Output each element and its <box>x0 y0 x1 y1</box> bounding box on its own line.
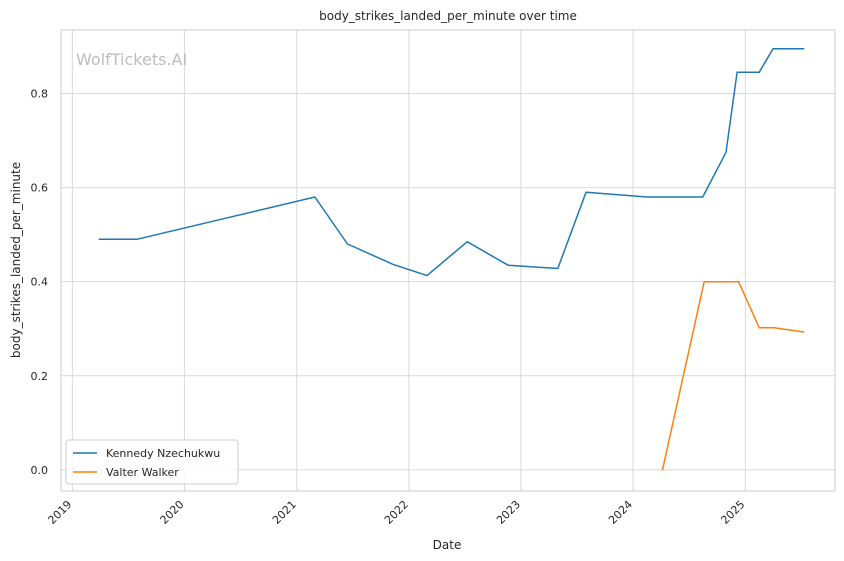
x-tick-label: 2021 <box>270 498 299 527</box>
legend-label-kennedy: Kennedy Nzechukwu <box>106 447 220 460</box>
x-axis-label: Date <box>433 538 462 552</box>
x-tick-label: 2025 <box>718 498 747 527</box>
legend-box <box>65 439 239 485</box>
watermark: WolfTickets.AI <box>76 50 187 69</box>
y-tick-label: 0.4 <box>31 276 49 289</box>
y-tick-label: 0.0 <box>31 464 49 477</box>
legend: Kennedy Nzechukwu Valter Walker <box>65 439 239 485</box>
grid-lines <box>61 30 835 491</box>
y-tick-label: 0.8 <box>31 88 49 101</box>
y-tick-labels: 0.0 0.2 0.4 0.6 0.8 <box>31 88 49 477</box>
y-tick-label: 0.6 <box>31 182 49 195</box>
series-line-kennedy-nzechukwu <box>98 48 805 277</box>
y-tick-label: 0.2 <box>31 370 49 383</box>
x-tick-label: 2020 <box>158 498 187 527</box>
x-tick-label: 2019 <box>45 498 74 527</box>
legend-label-valter: Valter Walker <box>106 466 179 479</box>
series-lines <box>98 48 805 471</box>
chart-title: body_strikes_landed_per_minute over time <box>319 9 577 23</box>
plot-frame <box>60 29 836 492</box>
series-line-valter-walker <box>661 280 805 471</box>
x-tick-labels: 2019 2020 2021 2022 2023 2024 2025 <box>45 498 747 527</box>
y-axis-label: body_strikes_landed_per_minute <box>9 162 23 358</box>
x-tick-label: 2023 <box>494 498 523 527</box>
x-tick-label: 2024 <box>606 498 635 527</box>
x-tick-label: 2022 <box>382 498 411 527</box>
